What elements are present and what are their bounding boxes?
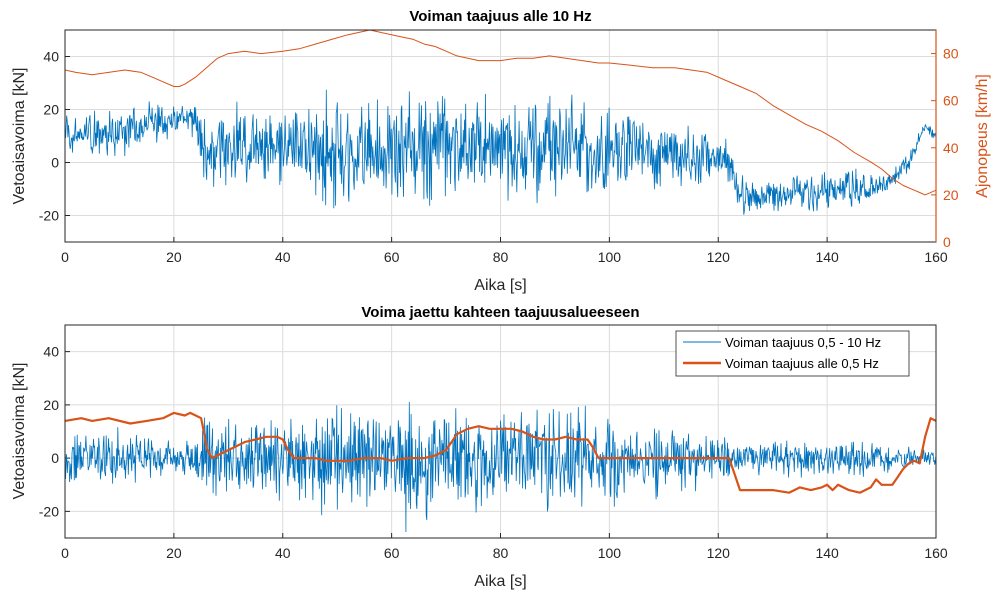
right-tick-label: 80 <box>943 46 959 62</box>
top-chart-title: Voiman taajuus alle 10 Hz <box>409 8 591 25</box>
right-tick-label: 20 <box>943 187 959 203</box>
bottom-x-tick-labels: 0 20 40 60 80 100 120 140 160 <box>61 545 948 561</box>
x-tick-label: 160 <box>924 545 948 561</box>
legend-label-lowfreq: Voiman taajuus alle 0,5 Hz <box>725 356 879 371</box>
y-tick-label: 20 <box>43 397 59 413</box>
x-tick-label: 160 <box>924 249 948 265</box>
top-y-tick-labels: -20 0 20 40 <box>39 49 59 224</box>
top-series <box>64 29 937 215</box>
bottom-series <box>64 401 937 533</box>
y-tick-label: -20 <box>39 503 59 519</box>
legend-box <box>675 330 910 377</box>
bottom-x-axis-label: Aika [s] <box>474 573 526 590</box>
x-tick-label: 60 <box>384 249 400 265</box>
top-x-axis-label: Aika [s] <box>474 277 526 294</box>
x-tick-label: 140 <box>815 545 839 561</box>
y-tick-label: -20 <box>39 208 59 224</box>
x-tick-label: 80 <box>493 249 509 265</box>
y-tick-label: 20 <box>43 102 59 118</box>
series-line-force-oscillation <box>64 89 937 215</box>
x-tick-label: 100 <box>598 249 622 265</box>
right-tick-label: 40 <box>943 140 959 156</box>
series-line-lowfreq-force <box>64 411 937 494</box>
bottom-y-tick-labels: -20 0 20 40 <box>39 344 59 520</box>
series-line-speed <box>64 29 937 196</box>
right-tick-label: 0 <box>943 234 951 250</box>
y-tick-label: 0 <box>51 450 59 466</box>
top-x-tick-labels: 0 20 40 60 80 100 120 140 160 <box>61 249 948 265</box>
top-y-axis-label: Vetoaisavoima [kN] <box>11 68 28 205</box>
legend: Voiman taajuus 0,5 - 10 Hz Voiman taajuu… <box>675 330 910 377</box>
legend-label-highfreq: Voiman taajuus 0,5 - 10 Hz <box>725 335 881 350</box>
top-right-axis-label: Ajonopeus [km/h] <box>974 74 991 198</box>
x-tick-label: 40 <box>275 249 291 265</box>
right-tick-label: 60 <box>943 93 959 109</box>
y-tick-label: 40 <box>43 49 59 65</box>
top-chart: 0 20 40 60 80 100 120 140 160 -20 0 20 40 0 20 40 60 80… <box>11 8 991 294</box>
top-right-tick-labels: 0 20 40 60 80 <box>943 46 959 250</box>
x-tick-label: 20 <box>166 545 182 561</box>
series-line-force-oscillation <box>64 401 937 533</box>
bottom-chart: 0 20 40 60 80 100 120 140 160 -20 0 20 40 Voima jae… <box>11 304 948 590</box>
y-tick-label: 0 <box>51 155 59 171</box>
x-tick-label: 0 <box>61 249 69 265</box>
x-tick-label: 60 <box>384 545 400 561</box>
y-tick-label: 40 <box>43 344 59 360</box>
x-tick-label: 120 <box>707 249 731 265</box>
x-tick-label: 20 <box>166 249 182 265</box>
bottom-y-axis-label: Vetoaisavoima [kN] <box>11 363 28 500</box>
x-tick-label: 40 <box>275 545 291 561</box>
bottom-axes-box <box>64 324 937 539</box>
x-tick-label: 120 <box>707 545 731 561</box>
x-tick-label: 0 <box>61 545 69 561</box>
bottom-chart-title: Voima jaettu kahteen taajuusalueeseen <box>361 304 639 321</box>
x-tick-label: 140 <box>815 249 839 265</box>
x-tick-label: 80 <box>493 545 509 561</box>
x-tick-label: 100 <box>598 545 622 561</box>
